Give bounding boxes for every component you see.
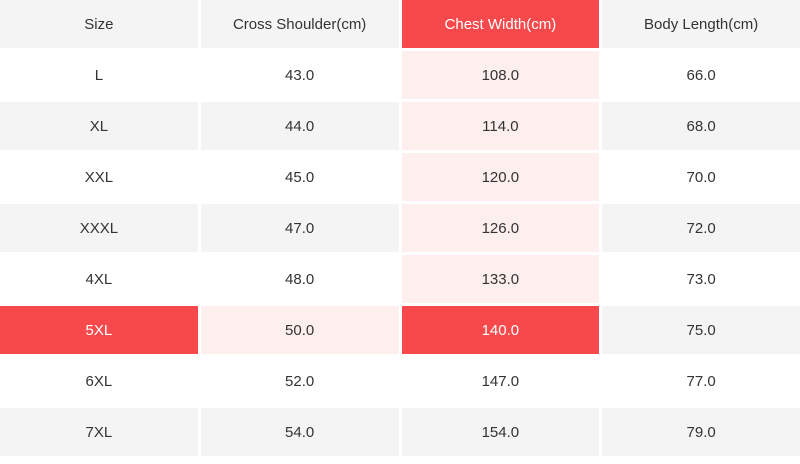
value-cell-chest[interactable]: 108.0: [401, 51, 600, 99]
value-cell[interactable]: 79.0: [602, 408, 800, 456]
size-cell[interactable]: XL: [0, 102, 198, 150]
size-cell-selected[interactable]: 5XL: [0, 306, 198, 354]
size-cell[interactable]: L: [0, 51, 198, 99]
value-cell[interactable]: 77.0: [602, 357, 800, 405]
value-cell-chest[interactable]: 154.0: [401, 408, 600, 456]
value-cell[interactable]: 54.0: [200, 408, 399, 456]
value-cell[interactable]: 72.0: [602, 204, 800, 252]
value-cell-chest[interactable]: 126.0: [401, 204, 600, 252]
value-cell-chest[interactable]: 114.0: [401, 102, 600, 150]
size-cell[interactable]: 6XL: [0, 357, 198, 405]
value-cell[interactable]: 75.0: [602, 306, 800, 354]
value-cell[interactable]: 66.0: [602, 51, 800, 99]
value-cell[interactable]: 47.0: [200, 204, 399, 252]
value-cell-chest[interactable]: 133.0: [401, 255, 600, 303]
value-cell[interactable]: 50.0: [200, 306, 399, 354]
size-cell[interactable]: XXXL: [0, 204, 198, 252]
value-cell-chest[interactable]: 147.0: [401, 357, 600, 405]
size-cell[interactable]: 4XL: [0, 255, 198, 303]
value-cell[interactable]: 52.0: [200, 357, 399, 405]
size-cell[interactable]: 7XL: [0, 408, 198, 456]
value-cell[interactable]: 70.0: [602, 153, 800, 201]
value-cell[interactable]: 43.0: [200, 51, 399, 99]
value-cell[interactable]: 45.0: [200, 153, 399, 201]
column-header-body-length[interactable]: Body Length(cm): [602, 0, 800, 48]
value-cell[interactable]: 68.0: [602, 102, 800, 150]
size-cell[interactable]: XXL: [0, 153, 198, 201]
value-cell-chest[interactable]: 120.0: [401, 153, 600, 201]
value-cell[interactable]: 73.0: [602, 255, 800, 303]
column-header-cross-shoulder[interactable]: Cross Shoulder(cm): [200, 0, 399, 48]
column-header-size[interactable]: Size: [0, 0, 198, 48]
column-header-chest-width-selected[interactable]: Chest Width(cm): [401, 0, 600, 48]
value-cell[interactable]: 48.0: [200, 255, 399, 303]
value-cell-chest-selected[interactable]: 140.0: [401, 306, 600, 354]
value-cell[interactable]: 44.0: [200, 102, 399, 150]
